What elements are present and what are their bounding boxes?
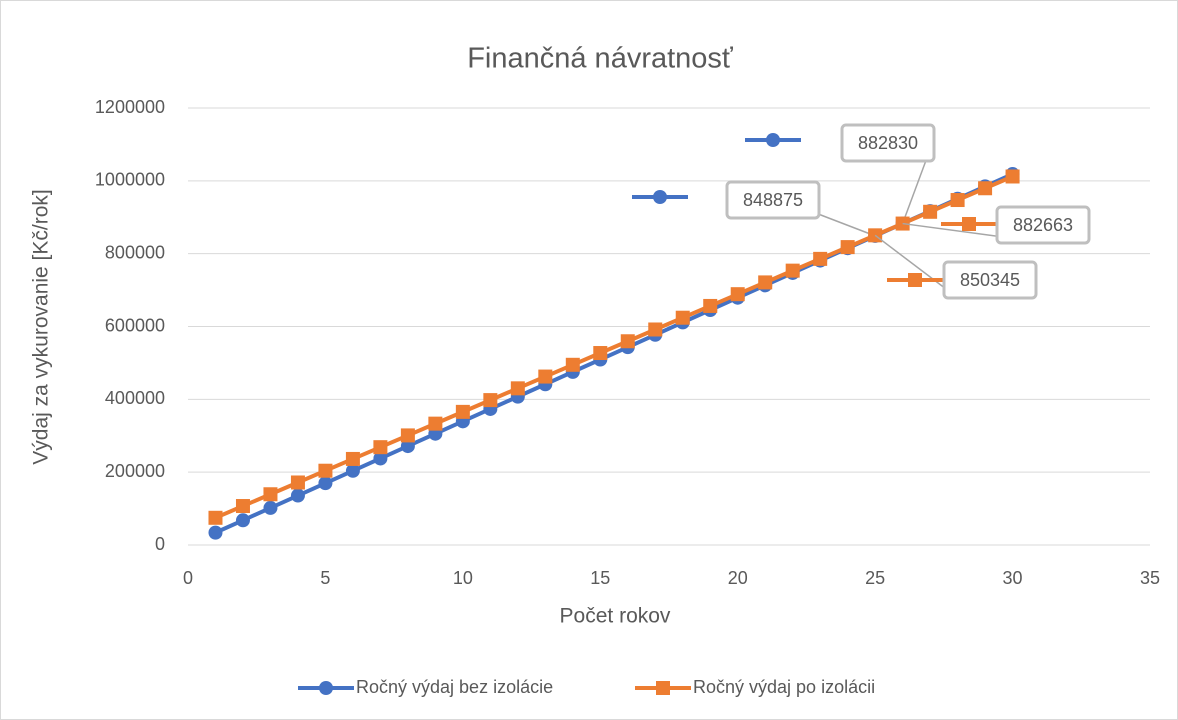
label-key-marker [766, 133, 780, 147]
legend-key-marker [319, 681, 333, 695]
data-label-box [725, 180, 821, 220]
data-point [455, 404, 470, 419]
data-point [235, 499, 250, 514]
data-point [1005, 169, 1020, 184]
data-label: 850345 [960, 270, 1020, 290]
y-tick-label: 800000 [105, 242, 165, 262]
data-point [758, 275, 773, 290]
data-point [290, 475, 305, 490]
leader-line [902, 222, 1004, 238]
data-point [593, 346, 608, 361]
data-point [373, 440, 388, 455]
x-axis-label: Počet rokov [560, 605, 671, 628]
data-point [813, 251, 828, 266]
legend-label: Ročný výdaj po izolácii [693, 677, 875, 697]
data-point [263, 487, 278, 502]
chart-title: Finančná návratnosť [467, 43, 734, 75]
x-tick-label: 25 [865, 568, 885, 588]
y-tick-label: 0 [155, 534, 165, 554]
data-point [620, 334, 635, 349]
data-point [263, 500, 278, 515]
data-point [510, 381, 525, 396]
data-point [675, 310, 690, 325]
x-tick-label: 15 [590, 568, 610, 588]
data-point [345, 463, 360, 478]
data-label-box [995, 205, 1091, 245]
legend-key-marker [656, 681, 670, 695]
y-tick-label: 600000 [105, 315, 165, 335]
leader-line [874, 234, 951, 293]
data-point [483, 393, 498, 408]
data-point [235, 513, 250, 528]
data-point [950, 193, 965, 208]
data-point [290, 488, 305, 503]
leader-line [901, 154, 929, 224]
data-point [923, 204, 938, 219]
x-tick-label: 35 [1140, 568, 1160, 588]
legend-label: Ročný výdaj bez izolácie [356, 677, 553, 697]
data-point [318, 476, 333, 491]
label-key-marker [653, 190, 667, 204]
y-tick-label: 400000 [105, 388, 165, 408]
data-point [785, 263, 800, 278]
data-point [538, 369, 553, 384]
data-point [345, 451, 360, 466]
data-label: 882663 [1013, 215, 1073, 235]
data-point [373, 451, 388, 466]
data-point [565, 357, 580, 372]
x-tick-label: 5 [320, 568, 330, 588]
data-point [703, 298, 718, 313]
data-point [730, 287, 745, 302]
x-tick-label: 10 [453, 568, 473, 588]
y-tick-label: 1000000 [95, 170, 165, 190]
label-key-marker [908, 273, 922, 287]
data-label: 848875 [743, 190, 803, 210]
y-tick-label: 1200000 [95, 97, 165, 117]
y-tick-label: 200000 [105, 461, 165, 481]
data-point [648, 322, 663, 337]
x-tick-label: 0 [183, 568, 193, 588]
data-label-box [942, 260, 1038, 300]
data-point [208, 525, 223, 540]
data-label-box [840, 123, 936, 163]
data-point [840, 240, 855, 255]
x-tick-label: 30 [1003, 568, 1023, 588]
data-point [978, 181, 993, 196]
data-point [428, 416, 443, 431]
data-point [318, 463, 333, 478]
data-point [400, 439, 415, 454]
x-tick-label: 20 [728, 568, 748, 588]
data-point [400, 428, 415, 443]
leader-line [812, 211, 876, 237]
data-label: 882830 [858, 133, 918, 153]
y-axis-label: Výdaj za vykurovanie [Kč/rok] [30, 189, 53, 464]
label-key-marker [962, 217, 976, 231]
data-point [208, 510, 223, 525]
